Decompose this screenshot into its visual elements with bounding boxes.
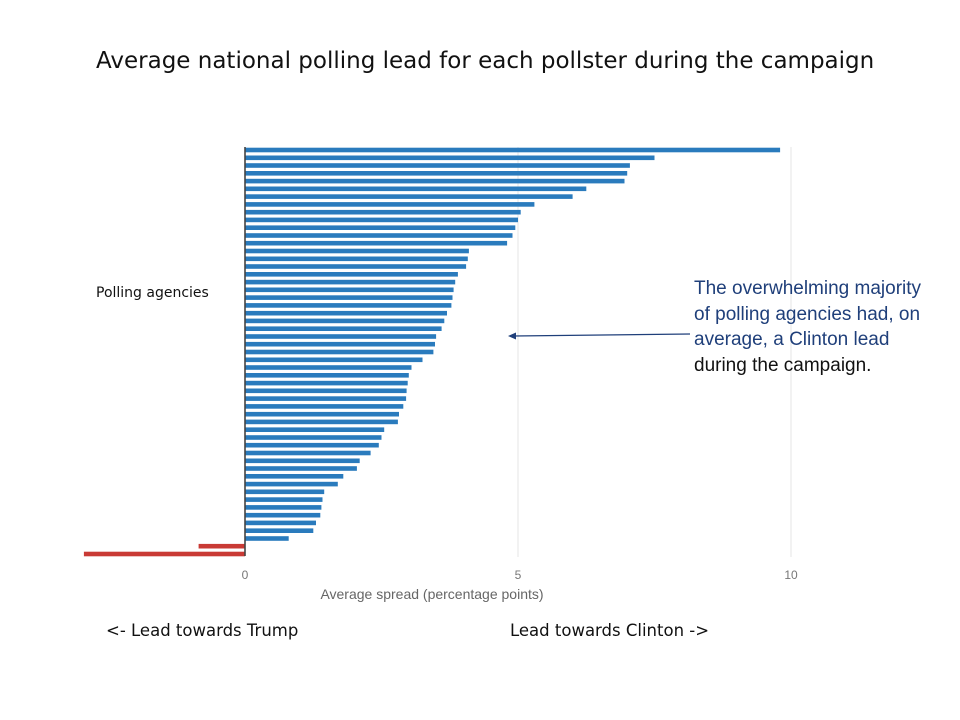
bar <box>245 318 445 324</box>
bar <box>245 380 408 386</box>
bar <box>245 435 382 440</box>
bar <box>245 536 289 541</box>
arrow-shaft <box>513 333 691 337</box>
grid-lines <box>517 147 792 557</box>
bar <box>245 442 379 448</box>
bar <box>245 419 398 425</box>
y-axis-label: Polling agencies <box>96 285 209 301</box>
bar <box>245 240 508 246</box>
bar <box>245 217 518 223</box>
annotation-arrow <box>508 332 691 340</box>
bar <box>245 272 458 277</box>
bar <box>198 543 245 549</box>
bar <box>83 551 246 557</box>
x-tick-label: 0 <box>242 568 249 582</box>
bar <box>245 202 535 207</box>
bar <box>245 427 385 432</box>
bar <box>245 303 452 308</box>
x-axis-label: Average spread (percentage points) <box>320 586 543 602</box>
x-tick-labels: 0 5 10 <box>242 568 798 582</box>
bar <box>245 194 573 199</box>
arrow-head-icon <box>508 332 516 340</box>
bar <box>245 365 412 370</box>
bar <box>245 411 399 417</box>
bar <box>245 256 468 262</box>
bar <box>245 295 453 300</box>
bar <box>245 225 516 230</box>
bars <box>83 147 781 557</box>
bar <box>245 163 630 168</box>
bar <box>245 155 655 161</box>
bar <box>245 310 447 316</box>
bar <box>245 248 469 254</box>
bar <box>245 233 513 238</box>
bar <box>245 528 314 533</box>
bar <box>245 458 360 464</box>
bar <box>245 209 521 215</box>
lead-clinton-label: Lead towards Clinton -> <box>510 621 710 640</box>
annotation-line-1: The overwhelming majority of polling age… <box>694 278 922 350</box>
bar <box>245 279 456 285</box>
x-tick-label: 10 <box>784 568 798 582</box>
bar <box>245 341 435 347</box>
bar <box>245 171 628 176</box>
bar <box>245 450 371 456</box>
bar <box>245 147 781 153</box>
bar <box>245 178 625 184</box>
chart-title: Average national polling lead for each p… <box>96 48 875 74</box>
bar <box>245 396 407 401</box>
bar <box>245 334 437 339</box>
bar <box>245 474 344 479</box>
bar <box>245 349 434 355</box>
bar <box>245 388 407 394</box>
x-tick-label: 5 <box>515 568 522 582</box>
bar <box>245 489 325 495</box>
bar <box>245 512 321 518</box>
annotation-text: The overwhelming majority of polling age… <box>694 276 934 378</box>
bar <box>245 357 423 363</box>
bar <box>245 466 357 471</box>
lead-trump-label: <- Lead towards Trump <box>106 621 299 640</box>
bar <box>245 264 467 269</box>
bar <box>245 520 316 526</box>
bar <box>245 404 404 409</box>
bar <box>245 186 587 192</box>
bar <box>245 505 322 510</box>
bar <box>245 326 442 331</box>
bar <box>245 287 454 293</box>
bar <box>245 373 409 378</box>
annotation-line-2: during the campaign. <box>694 354 872 376</box>
bar <box>245 481 338 487</box>
bar <box>245 497 323 502</box>
